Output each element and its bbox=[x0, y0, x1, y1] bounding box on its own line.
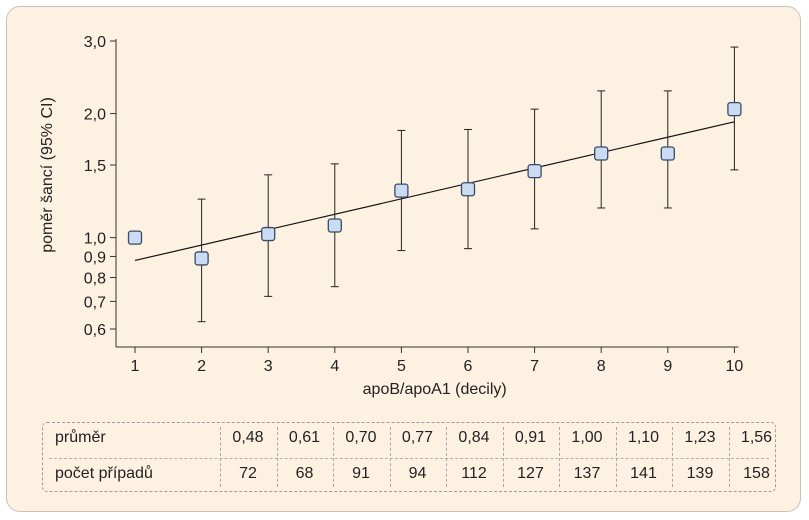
case-count-cell: 127 bbox=[517, 465, 544, 482]
x-axis-label: apoB/apoA1 (decily) bbox=[363, 381, 507, 398]
mean-value-cell: 0,70 bbox=[345, 429, 377, 446]
table-row-cases: počet případů 72 68 91 94 112 127 137 141 139 158 bbox=[43, 459, 775, 489]
column-divider bbox=[333, 427, 334, 487]
mean-value-cell: 0,61 bbox=[288, 429, 321, 446]
x-tick-label: 6 bbox=[464, 358, 473, 375]
mean-value-cell: 1,00 bbox=[571, 429, 603, 446]
case-count-cell: 68 bbox=[295, 465, 314, 482]
case-count-cell: 139 bbox=[686, 465, 714, 482]
y-tick-label: 0,9 bbox=[84, 249, 106, 266]
case-count-cell: 112 bbox=[461, 465, 487, 482]
case-count-cell: 72 bbox=[239, 465, 257, 482]
data-point bbox=[127, 230, 143, 245]
data-point bbox=[394, 183, 409, 198]
y-tick-label: 3,0 bbox=[84, 34, 106, 51]
mean-value-cell: 0,91 bbox=[514, 429, 547, 446]
case-count-cell: 94 bbox=[408, 465, 427, 482]
table-row-mean: průměr 0,48 0,61 0,70 0,77 0,84 0,91 1,00 1,10 1… bbox=[43, 423, 775, 453]
case-count-cell: 91 bbox=[352, 465, 370, 482]
case-count-cell: 141 bbox=[630, 465, 657, 482]
y-tick-label: 1,0 bbox=[84, 231, 106, 248]
data-point bbox=[660, 146, 675, 161]
column-divider bbox=[502, 427, 504, 487]
x-tick-label: 7 bbox=[530, 358, 539, 375]
data-point bbox=[261, 226, 276, 242]
mean-value-cell: 1,56 bbox=[740, 429, 773, 446]
column-divider bbox=[728, 427, 730, 487]
row-label-cases: počet případů bbox=[55, 465, 153, 482]
y-tick-label: 0,6 bbox=[84, 322, 106, 339]
x-tick-label: 4 bbox=[330, 358, 339, 375]
x-tick-label: 5 bbox=[397, 358, 406, 375]
column-divider bbox=[220, 427, 221, 487]
figure-panel bbox=[6, 6, 801, 512]
y-tick-label: 0,8 bbox=[84, 271, 106, 288]
mean-value-cell: 0,77 bbox=[401, 429, 434, 446]
data-point bbox=[194, 251, 209, 266]
mean-value-cell: 1,23 bbox=[684, 429, 716, 446]
trend-line bbox=[134, 121, 735, 262]
data-point bbox=[727, 101, 742, 117]
y-tick-label: 2,0 bbox=[84, 107, 106, 124]
data-point bbox=[594, 146, 609, 161]
x-tick-label: 1 bbox=[131, 358, 140, 375]
column-divider bbox=[672, 427, 673, 487]
odds-ratio-chart: 0,6 0,7 0,8 0,91,0 1,5 2,0 3,0 1 2 3 4 5 6 7 8 9 10 apoB/… bbox=[39, 34, 744, 398]
x-tick-label: 3 bbox=[264, 358, 273, 375]
mean-value-cell: 0,48 bbox=[232, 429, 264, 446]
row-label-mean: průměr bbox=[55, 429, 106, 446]
x-tick-label: 10 bbox=[726, 358, 744, 375]
data-point bbox=[327, 218, 342, 233]
column-divider bbox=[559, 427, 560, 487]
case-count-cell: 158 bbox=[743, 465, 770, 482]
y-tick-label: 1,5 bbox=[84, 158, 106, 175]
mean-value-cell: 0,84 bbox=[458, 429, 490, 446]
x-tick-label: 9 bbox=[663, 358, 672, 375]
case-count-cell: 137 bbox=[573, 465, 601, 482]
x-tick-label: 2 bbox=[197, 358, 206, 375]
column-divider bbox=[446, 427, 447, 487]
column-divider bbox=[276, 427, 278, 487]
column-divider bbox=[615, 427, 617, 487]
x-tick-label: 8 bbox=[597, 358, 606, 375]
mean-value-cell: 1,10 bbox=[627, 429, 660, 446]
decile-table: průměr 0,48 0,61 0,70 0,77 0,84 0,91 1,00 1,10 1… bbox=[42, 422, 776, 492]
y-axis-label: poměr šancí (95% CI) bbox=[39, 97, 56, 253]
data-point bbox=[460, 182, 476, 197]
y-tick-label: 0,7 bbox=[84, 294, 106, 311]
column-divider bbox=[389, 427, 391, 487]
data-point bbox=[527, 163, 542, 179]
table-divider bbox=[49, 458, 769, 459]
